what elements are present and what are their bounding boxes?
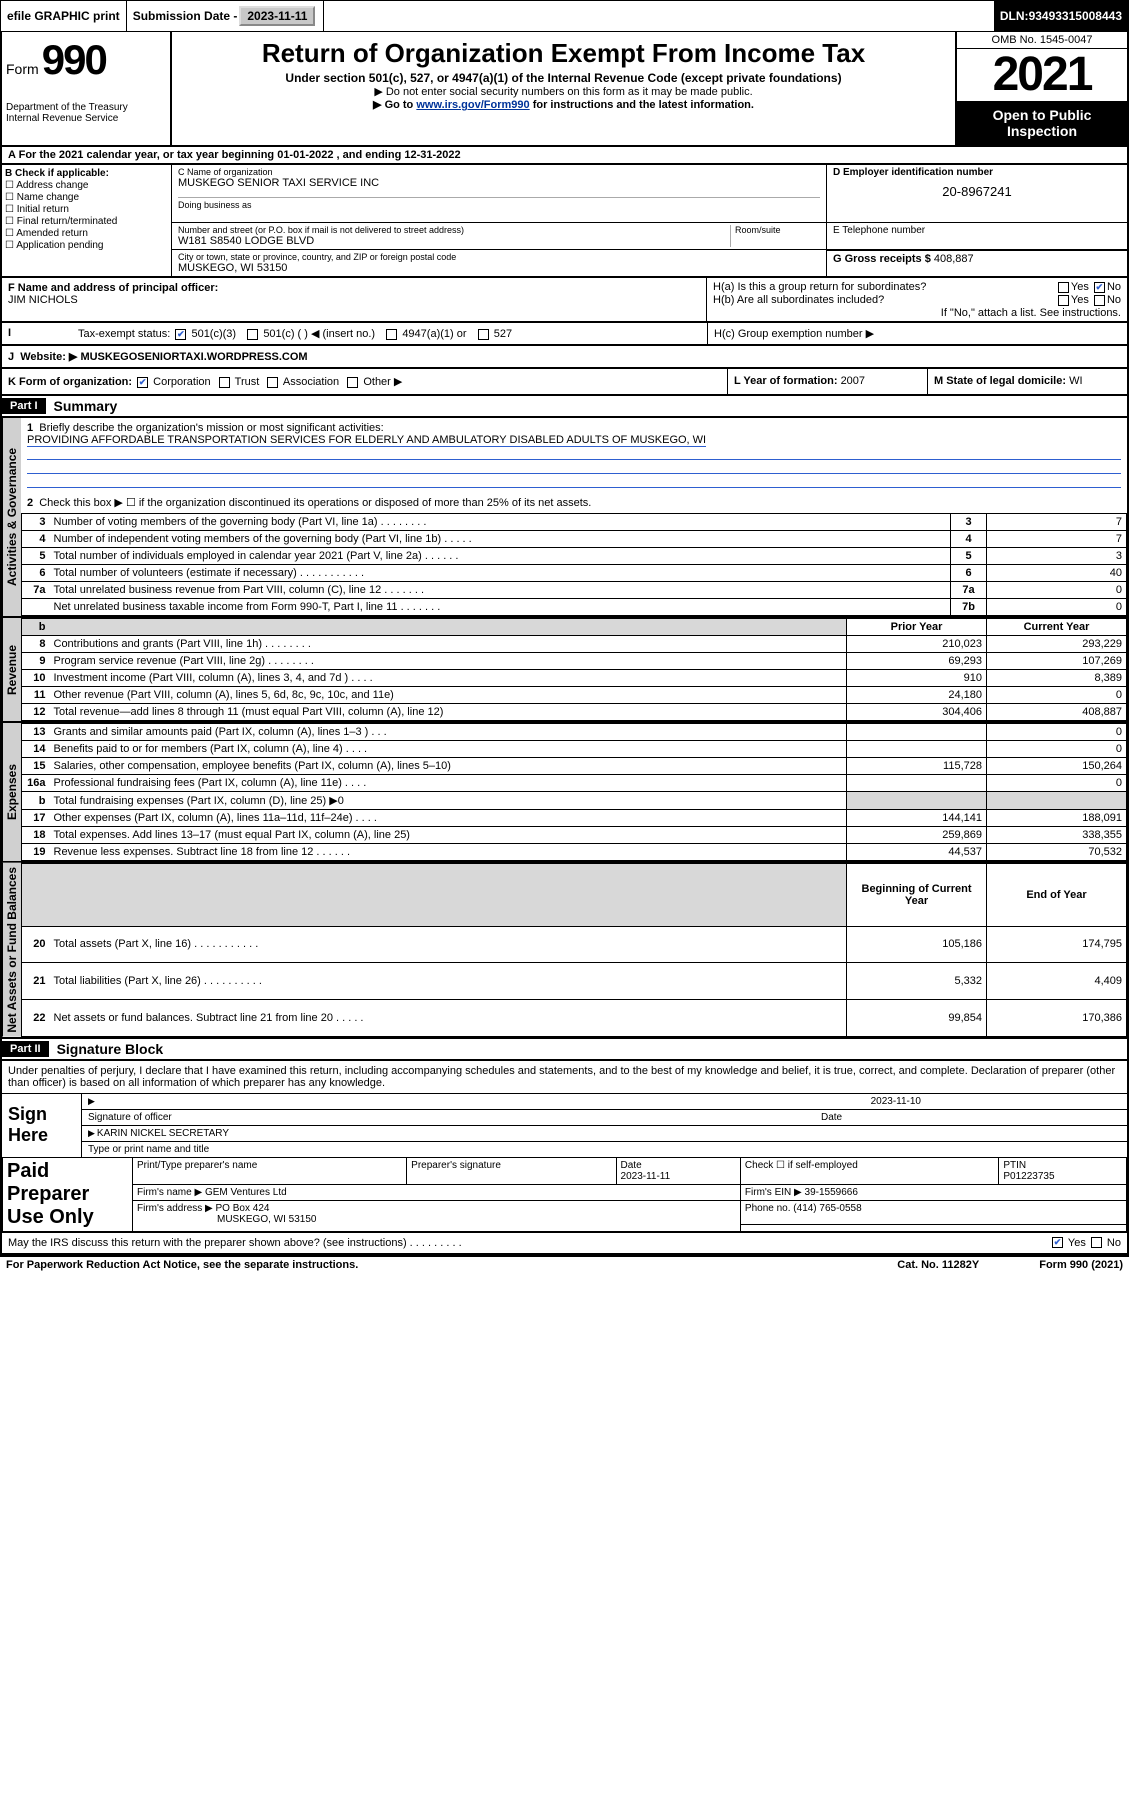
chk-app-pending[interactable]: ☐ Application pending (5, 240, 168, 251)
state-domicile: WI (1069, 375, 1082, 387)
open-to-public: Open to Public Inspection (957, 101, 1127, 145)
officer-name: JIM NICHOLS (8, 294, 78, 306)
mission-block: 1 Briefly describe the organization's mi… (21, 418, 1127, 513)
firm-addr1: PO Box 424 (216, 1203, 270, 1214)
submission-date: Submission Date - 2023-11-11 (127, 1, 325, 31)
col-cdefg: C Name of organization MUSKEGO SENIOR TA… (172, 165, 1127, 276)
firm-ein: 39-1559666 (805, 1187, 858, 1198)
revenue-table: b Prior Year Current Year 8Contributions… (21, 618, 1127, 721)
header-title-block: Return of Organization Exempt From Incom… (172, 32, 957, 145)
summary-expenses: Expenses 13Grants and similar amounts pa… (0, 723, 1129, 863)
firm-phone: (414) 765-0558 (793, 1203, 861, 1214)
d-ein-box: D Employer identification number 20-8967… (827, 165, 1127, 222)
row-j: J Website: ▶ MUSKEGOSENIORTAXI.WORDPRESS… (0, 346, 1129, 369)
discuss-yes[interactable]: ✔ (1052, 1237, 1063, 1248)
hb-no[interactable] (1094, 295, 1105, 306)
expenses-table: 13Grants and similar amounts paid (Part … (21, 723, 1127, 861)
firm-addr2: MUSKEGO, WI 53150 (137, 1214, 316, 1225)
e-phone-box: E Telephone number (827, 223, 1127, 249)
top-bar: efile GRAPHIC print Submission Date - 20… (0, 0, 1129, 32)
gross-receipts: 408,887 (934, 253, 974, 265)
chk-assoc[interactable] (267, 377, 278, 388)
chk-final-return[interactable]: ☐ Final return/terminated (5, 216, 168, 227)
ein-value: 20-8967241 (833, 178, 1121, 199)
vert-netassets: Net Assets or Fund Balances (2, 863, 21, 1037)
form-title: Return of Organization Exempt From Incom… (180, 38, 947, 69)
section-bcdefg: B Check if applicable: ☐ Address change … (0, 165, 1129, 278)
firm-name: GEM Ventures Ltd (205, 1187, 287, 1198)
chk-4947[interactable] (386, 329, 397, 340)
irs-link[interactable]: www.irs.gov/Form990 (416, 99, 529, 111)
row-klm: K Form of organization: ✔ Corporation Tr… (0, 369, 1129, 396)
signature-block: Under penalties of perjury, I declare th… (0, 1061, 1129, 1255)
tax-year: 2021 (957, 49, 1127, 101)
chk-amended[interactable]: ☐ Amended return (5, 228, 168, 239)
header-left: Form 990 Department of the Treasury Inte… (2, 32, 172, 145)
paid-preparer-table: Paid Preparer Use Only Print/Type prepar… (2, 1157, 1127, 1232)
part1-header: Part I Summary (0, 396, 1129, 418)
mission-text: PROVIDING AFFORDABLE TRANSPORTATION SERV… (27, 434, 706, 447)
ha-yes[interactable] (1058, 282, 1069, 293)
chk-501c[interactable] (247, 329, 258, 340)
perjury-declaration: Under penalties of perjury, I declare th… (2, 1061, 1127, 1093)
hb-yes[interactable] (1058, 295, 1069, 306)
sign-here-label: Sign Here (2, 1094, 82, 1157)
summary-revenue: Revenue b Prior Year Current Year 8Contr… (0, 618, 1129, 723)
org-city: MUSKEGO, WI 53150 (178, 262, 820, 274)
paid-preparer-label: Paid Preparer Use Only (3, 1157, 133, 1231)
chk-527[interactable] (478, 329, 489, 340)
subtitle-2: ▶ Do not enter social security numbers o… (180, 85, 947, 98)
submission-date-btn[interactable]: 2023-11-11 (239, 6, 315, 26)
part2-header: Part II Signature Block (0, 1039, 1129, 1061)
dln: DLN: 93493315008443 (994, 1, 1128, 31)
efile-label: efile GRAPHIC print (1, 1, 127, 31)
chk-name-change[interactable]: ☐ Name change (5, 192, 168, 203)
subtitle-1: Under section 501(c), 527, or 4947(a)(1)… (180, 71, 947, 85)
h-group: H(a) Is this a group return for subordin… (707, 278, 1127, 321)
summary-governance: Activities & Governance 1 Briefly descri… (0, 418, 1129, 618)
hc-exemption: H(c) Group exemption number ▶ (707, 323, 1127, 344)
ptin: P01223735 (1003, 1171, 1054, 1182)
prep-date: 2023-11-11 (621, 1171, 671, 1182)
vert-revenue: Revenue (2, 618, 21, 721)
ha-no[interactable]: ✔ (1094, 282, 1105, 293)
f-officer: F Name and address of principal officer:… (2, 278, 707, 321)
chk-initial-return[interactable]: ☐ Initial return (5, 204, 168, 215)
col-b-checkboxes: B Check if applicable: ☐ Address change … (2, 165, 172, 276)
netassets-table: Beginning of Current Year End of Year 20… (21, 863, 1127, 1037)
form-header: Form 990 Department of the Treasury Inte… (0, 32, 1129, 147)
irs-label: Internal Revenue Service (6, 113, 166, 124)
vert-governance: Activities & Governance (2, 418, 21, 616)
governance-table: 3Number of voting members of the governi… (21, 513, 1127, 616)
dept-treasury: Department of the Treasury (6, 102, 166, 113)
org-address: W181 S8540 LODGE BLVD (178, 235, 730, 247)
vert-expenses: Expenses (2, 723, 21, 861)
c-name-box: C Name of organization MUSKEGO SENIOR TA… (172, 165, 827, 222)
chk-address-change[interactable]: ☐ Address change (5, 180, 168, 191)
discuss-no[interactable] (1091, 1237, 1102, 1248)
chk-other[interactable] (347, 377, 358, 388)
officer-signed: KARIN NICKEL SECRETARY (97, 1128, 229, 1139)
subtitle-3: ▶ Go to www.irs.gov/Form990 for instruct… (180, 98, 947, 111)
g-gross-box: G Gross receipts $ 408,887 (827, 250, 1127, 276)
chk-trust[interactable] (219, 377, 230, 388)
omb-number: OMB No. 1545-0047 (957, 32, 1127, 49)
year-formation: 2007 (841, 375, 865, 387)
discuss-row: May the IRS discuss this return with the… (2, 1232, 1127, 1253)
row-i: I Tax-exempt status: ✔ 501(c)(3) 501(c) … (0, 323, 1129, 346)
form-number: 990 (42, 36, 106, 83)
page-footer: For Paperwork Reduction Act Notice, see … (0, 1255, 1129, 1273)
chk-corp[interactable]: ✔ (137, 377, 148, 388)
chk-501c3[interactable]: ✔ (175, 329, 186, 340)
c-address-box: Number and street (or P.O. box if mail i… (172, 223, 827, 249)
c-city-box: City or town, state or province, country… (172, 250, 827, 276)
website: MUSKEGOSENIORTAXI.WORDPRESS.COM (80, 351, 307, 363)
sig-date: 2023-11-10 (871, 1096, 1121, 1107)
summary-netassets: Net Assets or Fund Balances Beginning of… (0, 863, 1129, 1039)
org-name: MUSKEGO SENIOR TAXI SERVICE INC (178, 177, 820, 189)
header-right: OMB No. 1545-0047 2021 Open to Public In… (957, 32, 1127, 145)
row-a-period: A For the 2021 calendar year, or tax yea… (0, 147, 1129, 165)
row-fh: F Name and address of principal officer:… (0, 278, 1129, 323)
